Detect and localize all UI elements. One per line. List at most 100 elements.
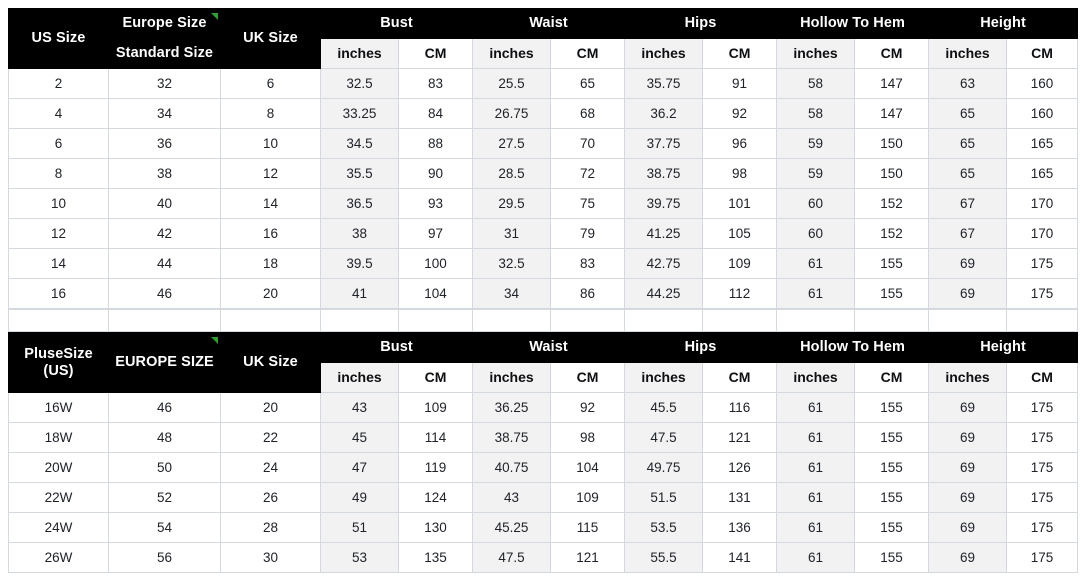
table-cell: 18	[220, 248, 321, 279]
table-cell: 69	[928, 482, 1008, 513]
table-cell: 41.25	[624, 218, 704, 249]
header-bust: Bust	[320, 332, 473, 363]
header-uk-size: UK Size	[220, 332, 321, 393]
table-row: 18W 48 22 45 114 38.75 98 47.5 121 61 155 69 175	[8, 422, 1079, 453]
table-cell: 175	[1006, 248, 1079, 279]
table-row: 24W 54 28 51 130 45.25 115 53.5 136 61 155 69 175	[8, 512, 1079, 543]
table-cell: 20	[220, 278, 321, 309]
table-cell: 60	[776, 188, 856, 219]
table-cell: 165	[1006, 158, 1079, 189]
spacer-cell	[8, 309, 109, 332]
header-hips-cm: CM	[702, 362, 778, 393]
table-cell: 93	[398, 188, 473, 219]
header-hollow-to-hem: Hollow To Hem	[776, 8, 930, 39]
table-cell: 112	[702, 278, 778, 309]
header-height-cm: CM	[1006, 38, 1079, 69]
table-cell: 121	[549, 542, 626, 573]
table-row: 8 38 12 35.5 90 28.5 72 38.75 98 59 150 65 165	[8, 158, 1079, 189]
header-waist: Waist	[471, 332, 626, 363]
table-cell: 150	[854, 158, 930, 189]
table-cell: 60	[776, 218, 856, 249]
table-row: 16 46 20 41 104 34 86 44.25 112 61 155 69 175	[8, 278, 1079, 309]
table-cell: 16	[220, 218, 321, 249]
table-cell: 59	[776, 158, 856, 189]
table-cell: 75	[549, 188, 626, 219]
table-row: 14 44 18 39.5 100 32.5 83 42.75 109 61 155 69 175	[8, 248, 1079, 279]
table-cell: 6	[8, 128, 109, 159]
table-cell: 116	[702, 392, 778, 423]
table-cell: 97	[398, 218, 473, 249]
table-cell: 44.25	[624, 278, 704, 309]
table-cell: 109	[549, 482, 626, 513]
table-cell: 40.75	[472, 452, 551, 483]
table-cell: 170	[1006, 218, 1079, 249]
header-hips-cm: CM	[702, 38, 778, 69]
table-cell: 50	[108, 452, 221, 483]
table-cell: 152	[854, 218, 930, 249]
header-bust-cm: CM	[398, 38, 473, 69]
table-cell: 65	[928, 158, 1008, 189]
table-cell: 69	[928, 248, 1008, 279]
table-cell: 12	[8, 218, 109, 249]
table-cell: 18W	[8, 422, 109, 453]
table-cell: 6	[220, 68, 321, 99]
table-cell: 47.5	[624, 422, 704, 453]
table-cell: 38.75	[472, 422, 551, 453]
table-cell: 22	[220, 422, 321, 453]
table-cell: 32.5	[472, 248, 551, 279]
header-standard-size: Standard Size	[108, 38, 221, 69]
table-cell: 98	[702, 158, 778, 189]
table-cell: 96	[702, 128, 778, 159]
table-cell: 119	[398, 452, 473, 483]
table-cell: 69	[928, 452, 1008, 483]
table-cell: 155	[854, 512, 930, 543]
table-row: 12 42 16 38 97 31 79 41.25 105 60 152 67 170	[8, 218, 1079, 249]
table-cell: 34	[108, 98, 221, 129]
table-cell: 175	[1006, 278, 1079, 309]
header-waist-cm: CM	[549, 38, 626, 69]
table-cell: 12	[220, 158, 321, 189]
table-cell: 175	[1006, 452, 1079, 483]
header-hollow-cm: CM	[854, 38, 930, 69]
table-cell: 61	[776, 482, 856, 513]
table-cell: 38	[108, 158, 221, 189]
table-cell: 109	[398, 392, 473, 423]
table-cell: 109	[702, 248, 778, 279]
table-cell: 46	[108, 278, 221, 309]
table-cell: 72	[549, 158, 626, 189]
header-waist-inches: inches	[472, 38, 551, 69]
table-spacer	[8, 309, 1078, 332]
table-cell: 67	[928, 188, 1008, 219]
table-cell: 38	[320, 218, 399, 249]
table-cell: 175	[1006, 512, 1079, 543]
table-cell: 79	[549, 218, 626, 249]
table-cell: 67	[928, 218, 1008, 249]
spacer-cell	[624, 309, 703, 332]
table-cell: 61	[776, 392, 856, 423]
header-bust-inches: inches	[320, 38, 399, 69]
table-cell: 104	[549, 452, 626, 483]
table-cell: 36.2	[624, 98, 704, 129]
table-cell: 38.75	[624, 158, 704, 189]
table-cell: 65	[549, 68, 626, 99]
table-cell: 26	[220, 482, 321, 513]
table-cell: 155	[854, 452, 930, 483]
table-cell: 84	[398, 98, 473, 129]
table-cell: 61	[776, 278, 856, 309]
spacer-cell	[220, 309, 321, 332]
header-uk-size: UK Size	[220, 8, 321, 69]
table-cell: 56	[108, 542, 221, 573]
header-hollow-inches: inches	[776, 38, 856, 69]
header-height: Height	[928, 8, 1079, 39]
header-height-cm: CM	[1006, 362, 1079, 393]
table-cell: 20W	[8, 452, 109, 483]
table-cell: 20	[220, 392, 321, 423]
table-cell: 35.75	[624, 68, 704, 99]
table-cell: 14	[220, 188, 321, 219]
table-cell: 58	[776, 68, 856, 99]
table-cell: 63	[928, 68, 1008, 99]
plus-size-table: PluseSize (US) EUROPE SIZE UK Size Bust …	[8, 332, 1079, 573]
table-cell: 68	[549, 98, 626, 129]
standard-table-body: 2 32 6 32.5 83 25.5 65 35.75 91 58 147 63 160 4 34 8 33.…	[8, 68, 1079, 309]
table-cell: 26W	[8, 542, 109, 573]
